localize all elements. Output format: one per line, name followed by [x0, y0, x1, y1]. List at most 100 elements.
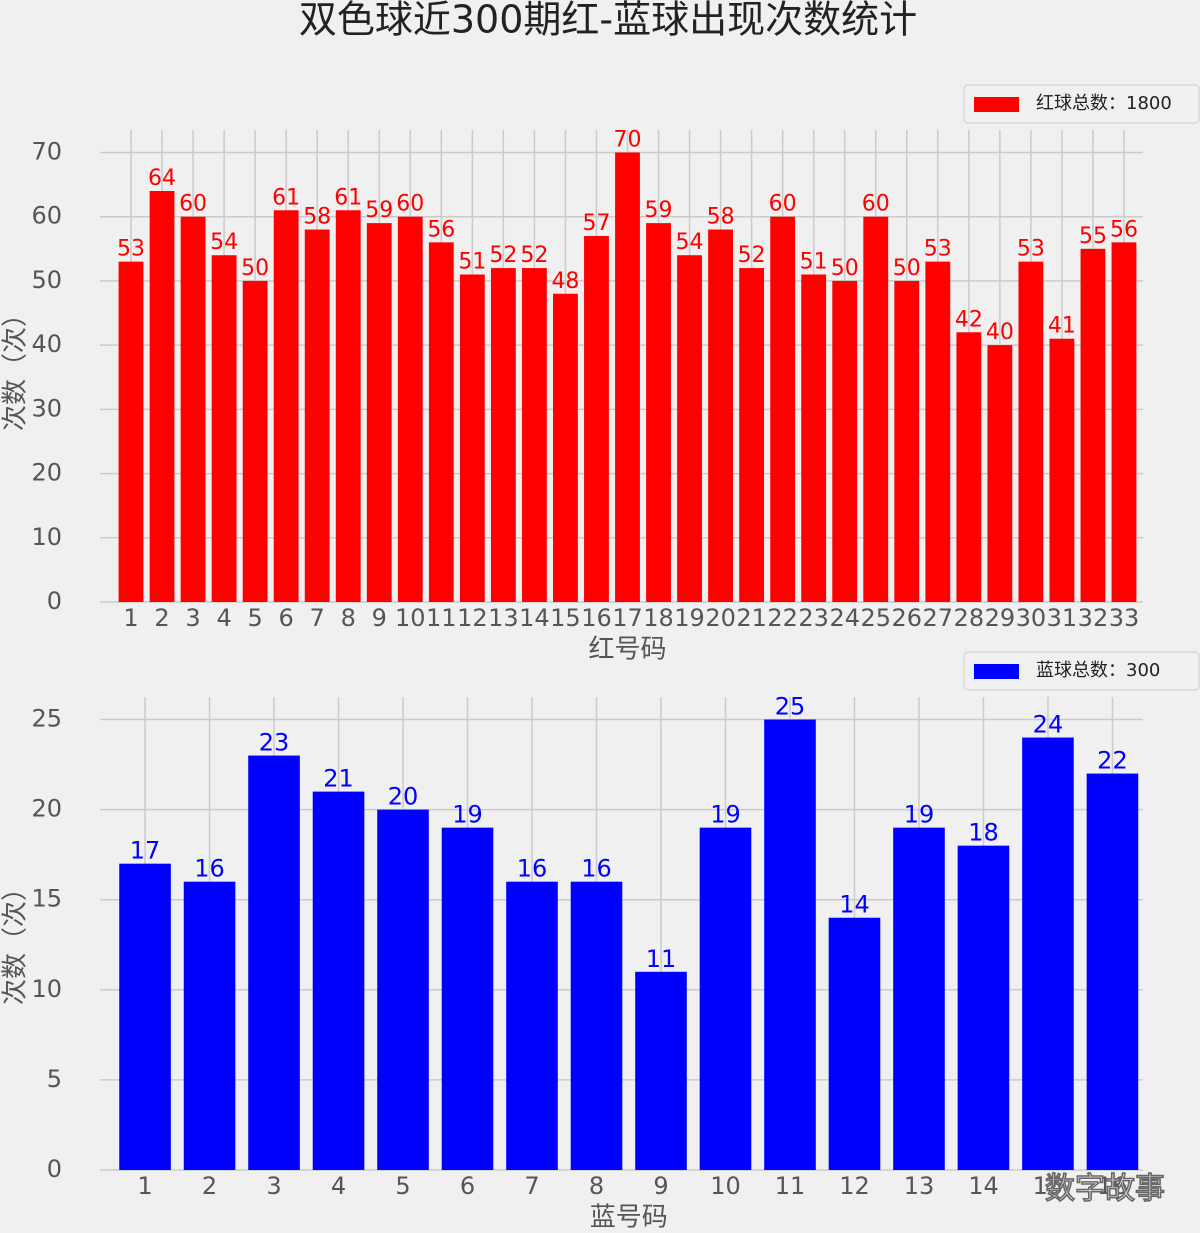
y-tick-label: 20 — [31, 459, 62, 487]
x-tick-label: 16 — [1097, 1172, 1128, 1200]
bar — [149, 191, 175, 602]
x-tick-label: 16 — [581, 604, 612, 632]
bar — [828, 917, 881, 1170]
x-tick-label: 26 — [891, 604, 922, 632]
bar — [506, 881, 558, 1170]
x-tick-label: 21 — [736, 604, 767, 632]
bar — [521, 268, 547, 602]
x-tick-label: 10 — [395, 604, 426, 632]
x-tick-label: 4 — [331, 1172, 346, 1200]
bar — [377, 809, 429, 1170]
y-tick-label: 70 — [31, 137, 62, 165]
y-tick-label: 20 — [31, 795, 62, 823]
bar — [304, 229, 330, 602]
x-tick-label: 20 — [705, 604, 736, 632]
value-label: 56 — [1110, 217, 1138, 242]
value-label: 19 — [710, 801, 741, 829]
legend-swatch — [974, 664, 1019, 679]
value-label: 58 — [707, 205, 735, 230]
bar — [366, 223, 392, 602]
x-tick-label: 5 — [395, 1172, 410, 1200]
x-tick-label: 2 — [202, 1172, 217, 1200]
bar — [211, 255, 237, 602]
x-tick-label: 17 — [612, 604, 643, 632]
x-tick-label: 1 — [123, 604, 138, 632]
value-label: 57 — [582, 211, 610, 236]
x-tick-label: 4 — [216, 604, 231, 632]
x-tick-label: 15 — [550, 604, 581, 632]
bar — [739, 268, 765, 602]
x-tick-label: 19 — [674, 604, 705, 632]
bar — [441, 827, 494, 1170]
x-axis-label: 蓝号码 — [590, 1203, 668, 1233]
x-axis-label: 红号码 — [588, 635, 666, 665]
y-tick-label: 50 — [31, 266, 62, 294]
watermark: 数字故事 — [1045, 1172, 1165, 1207]
value-label: 20 — [388, 783, 419, 811]
bar — [1111, 242, 1137, 602]
y-tick-label: 0 — [47, 1155, 62, 1183]
bar — [570, 881, 623, 1170]
bar — [1080, 248, 1106, 602]
bar — [490, 268, 516, 602]
bar — [242, 280, 268, 602]
x-tick-label: 14 — [519, 604, 550, 632]
figure-title: 双色球近300期红-蓝球出现次数统计 — [299, 0, 917, 42]
x-tick-label: 2 — [154, 604, 169, 632]
x-tick-label: 15 — [1033, 1172, 1064, 1200]
bar — [764, 719, 816, 1170]
x-tick-label: 33 — [1109, 604, 1140, 632]
bar — [119, 863, 171, 1170]
y-axis-label: 次数（次） — [1, 301, 31, 431]
bar — [893, 827, 945, 1170]
x-tick-label: 9 — [653, 1172, 668, 1200]
y-tick-label: 30 — [31, 394, 62, 422]
value-label: 40 — [986, 320, 1014, 345]
legend-swatch — [974, 97, 1019, 112]
x-tick-label: 7 — [310, 604, 325, 632]
x-tick-label: 6 — [279, 604, 294, 632]
bar — [894, 280, 920, 602]
value-label: 16 — [581, 855, 612, 883]
value-label: 52 — [738, 243, 766, 268]
bar — [615, 152, 640, 602]
x-tick-label: 12 — [839, 1172, 870, 1200]
bar — [635, 971, 687, 1170]
value-label: 61 — [272, 185, 300, 210]
value-label: 41 — [1048, 314, 1076, 339]
bar — [335, 210, 361, 603]
value-label: 54 — [676, 230, 704, 255]
y-tick-label: 10 — [31, 975, 62, 1003]
value-label: 56 — [427, 217, 455, 242]
value-label: 51 — [800, 249, 828, 274]
bar — [312, 791, 365, 1170]
value-label: 64 — [148, 166, 176, 191]
value-label: 59 — [365, 198, 393, 223]
bar — [180, 216, 206, 602]
bar — [1086, 773, 1139, 1170]
value-label: 17 — [130, 837, 161, 865]
value-label: 42 — [955, 307, 983, 332]
x-tick-label: 12 — [457, 604, 488, 632]
bar — [118, 261, 144, 602]
bar — [770, 216, 796, 602]
x-tick-label: 22 — [767, 604, 798, 632]
x-tick-label: 14 — [968, 1172, 999, 1200]
x-tick-label: 6 — [460, 1172, 475, 1200]
bar — [925, 261, 951, 602]
x-tick-label: 13 — [488, 604, 519, 632]
value-label: 70 — [614, 127, 642, 152]
bar — [987, 345, 1013, 602]
y-tick-label: 0 — [47, 587, 62, 615]
x-tick-label: 7 — [524, 1172, 539, 1200]
x-tick-label: 28 — [954, 604, 985, 632]
value-label: 60 — [179, 192, 207, 217]
x-tick-label: 30 — [1016, 604, 1047, 632]
value-label: 50 — [893, 256, 921, 281]
value-label: 53 — [117, 237, 145, 262]
x-tick-label: 1 — [137, 1172, 152, 1200]
bar — [863, 216, 889, 602]
y-tick-label: 40 — [31, 330, 62, 358]
value-label: 52 — [489, 243, 517, 268]
bar — [677, 255, 702, 602]
